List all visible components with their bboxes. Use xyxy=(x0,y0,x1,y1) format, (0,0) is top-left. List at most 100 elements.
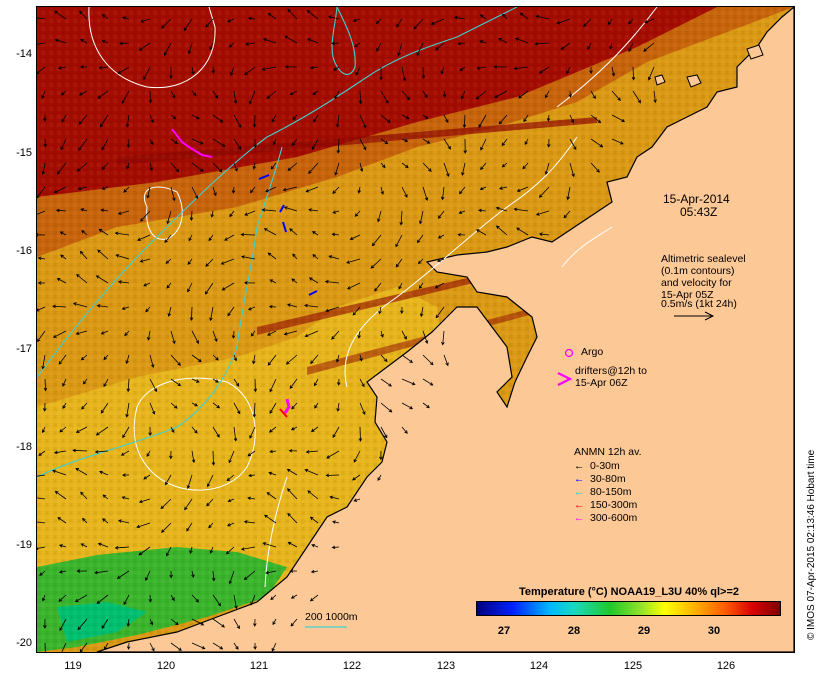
velocity-vector xyxy=(309,65,319,70)
velocity-vector xyxy=(60,254,67,260)
velocity-vector xyxy=(250,330,256,337)
velocity-vector xyxy=(101,138,109,151)
velocity-vector xyxy=(609,42,613,50)
velocity-vector xyxy=(308,162,319,175)
velocity-vector xyxy=(556,18,571,25)
colorbar-tick: 29 xyxy=(637,625,651,637)
velocity-vector xyxy=(516,227,529,236)
velocity-vector xyxy=(95,426,109,436)
velocity-vector xyxy=(170,138,179,144)
velocity-vector xyxy=(170,330,176,345)
velocity-vector xyxy=(97,249,109,260)
velocity-vector xyxy=(209,42,214,51)
velocity-vector xyxy=(161,18,172,29)
velocity-vector xyxy=(566,66,571,75)
velocity-vector xyxy=(247,450,256,457)
velocity-vector xyxy=(41,426,46,434)
velocity-vector xyxy=(79,10,88,20)
velocity-vector xyxy=(401,330,407,340)
velocity-vector xyxy=(41,594,46,602)
velocity-vector xyxy=(37,281,46,285)
velocity-vector xyxy=(358,426,363,442)
velocity-vector xyxy=(304,303,319,308)
velocity-vector xyxy=(149,162,153,172)
velocity-vector xyxy=(37,546,46,551)
velocity-vector xyxy=(476,229,487,236)
mooring-arrow-30-80m xyxy=(258,174,270,180)
velocity-vector xyxy=(78,138,88,151)
velocity-vector xyxy=(149,642,155,652)
velocity-vector xyxy=(269,402,277,414)
velocity-vector xyxy=(126,162,130,170)
velocity-vector xyxy=(313,114,319,123)
velocity-vector xyxy=(398,282,403,290)
velocity-vector xyxy=(102,518,109,524)
velocity-vector xyxy=(57,66,67,70)
velocity-vector xyxy=(148,594,153,603)
velocity-vector xyxy=(287,162,298,171)
velocity-vector xyxy=(418,282,424,289)
velocity-vector xyxy=(62,402,67,409)
velocity-vector xyxy=(80,208,88,212)
velocity-vector xyxy=(52,469,67,476)
velocity-vector xyxy=(267,354,277,366)
velocity-vector xyxy=(262,542,277,548)
velocity-vector xyxy=(165,474,172,486)
velocity-vector xyxy=(164,42,172,56)
mooring-arrow-30-80m xyxy=(279,204,285,213)
velocity-vector xyxy=(332,426,340,439)
velocity-vector xyxy=(440,66,445,75)
velocity-vector xyxy=(401,426,408,434)
velocity-vector xyxy=(309,594,319,602)
velocity-vector xyxy=(160,498,172,510)
magenta-arrow-icon: ← xyxy=(574,512,585,524)
velocity-vector xyxy=(44,642,46,652)
velocity-vector xyxy=(209,546,214,554)
velocity-vector xyxy=(138,42,151,51)
velocity-vector xyxy=(55,208,67,213)
velocity-vector xyxy=(359,138,367,151)
map-panel[interactable]: 15-Apr-2014 05:43Z Altimetric sealevel (… xyxy=(36,6,795,653)
sst-map[interactable] xyxy=(37,7,794,652)
altimetry-note-line: 0.5m/s (1kt 24h) xyxy=(661,298,737,310)
velocity-vector xyxy=(60,90,67,96)
velocity-vector xyxy=(52,330,67,338)
velocity-vector xyxy=(99,470,109,476)
velocity-vector xyxy=(265,186,277,193)
velocity-vector xyxy=(519,12,529,20)
velocity-vector xyxy=(54,10,67,20)
velocity-vector xyxy=(233,402,241,415)
velocity-vector xyxy=(191,162,204,172)
velocity-vector xyxy=(495,206,508,212)
velocity-vector xyxy=(304,330,319,338)
argo-marker xyxy=(564,348,574,358)
velocity-vector xyxy=(227,306,235,317)
velocity-vector xyxy=(475,90,487,100)
velocity-vector xyxy=(305,450,319,454)
velocity-vector xyxy=(76,273,88,284)
velocity-vector xyxy=(430,18,445,25)
velocity-vector xyxy=(37,256,46,261)
velocity-vector xyxy=(76,162,88,172)
velocity-vector xyxy=(499,186,508,190)
anmn-legend-item: ← 80-150m xyxy=(574,486,632,498)
velocity-vector xyxy=(79,642,88,652)
velocity-vector xyxy=(41,90,46,99)
argo-label: Argo xyxy=(581,346,604,358)
velocity-vector xyxy=(401,162,409,169)
velocity-vector xyxy=(117,210,130,215)
velocity-vector xyxy=(288,448,298,453)
velocity-vector xyxy=(413,18,424,30)
velocity-vector xyxy=(443,354,449,367)
velocity-vector xyxy=(502,13,508,20)
velocity-vector xyxy=(417,258,424,265)
velocity-vector xyxy=(100,208,109,213)
velocity-vector xyxy=(121,496,130,500)
velocity-vector xyxy=(143,474,151,480)
velocity-vector xyxy=(75,330,88,335)
velocity-vector xyxy=(261,208,277,212)
velocity-vector xyxy=(501,162,508,168)
velocity-vector xyxy=(266,90,277,99)
velocity-vector xyxy=(289,569,298,573)
velocity-vector xyxy=(43,378,48,392)
